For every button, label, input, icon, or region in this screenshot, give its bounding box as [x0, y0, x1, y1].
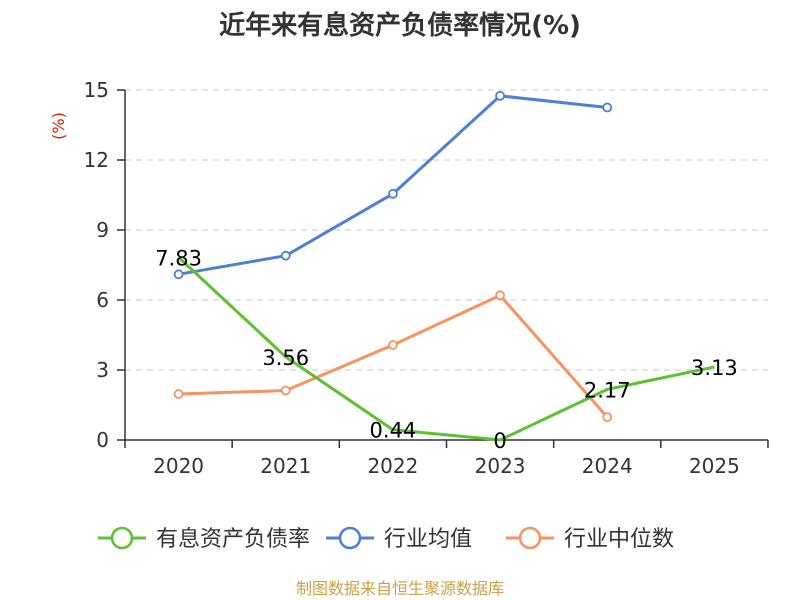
series-line: [177, 256, 715, 442]
chart-title: 近年来有息资产负债率情况(%): [219, 10, 581, 41]
legend-marker: [518, 526, 542, 550]
legend-item[interactable]: 有息资产负债率: [98, 526, 310, 552]
legend-label: 行业均值: [384, 527, 472, 552]
data-label: 7.83: [155, 246, 202, 270]
series: [173, 90, 715, 442]
grid: [125, 89, 768, 371]
data-label: 2.17: [584, 378, 631, 402]
legend-label: 有息资产负债率: [156, 527, 310, 552]
legend-marker: [110, 526, 134, 550]
data-label: 3.56: [262, 346, 309, 370]
data-labels: 7.83 3.56 0.44 0 2.17 3.13: [155, 246, 738, 453]
data-point: [173, 389, 184, 399]
legend-marker: [338, 526, 362, 550]
data-point: [495, 90, 505, 101]
y-tick-label: 0: [96, 428, 109, 452]
data-point: [388, 340, 398, 350]
data-point: [495, 290, 505, 301]
data-point: [602, 102, 613, 113]
legend-label: 行业中位数: [564, 527, 674, 552]
x-tick-label: 2023: [475, 454, 526, 478]
y-tick-label: 6: [96, 288, 109, 312]
series-line: [178, 94, 608, 276]
x-tick-label: 2021: [260, 454, 311, 478]
data-point: [280, 385, 291, 396]
data-point: [280, 250, 291, 261]
data-label: 0.44: [370, 419, 417, 443]
data-point: [173, 269, 184, 280]
x-tick-label: 2024: [582, 454, 633, 478]
legend-item[interactable]: 行业均值: [326, 526, 472, 552]
data-point: [388, 188, 398, 199]
x-tick-label: 2025: [689, 454, 740, 478]
data-label: 3.13: [691, 356, 738, 380]
legend: 有息资产负债率 行业均值 行业中位数: [98, 526, 674, 552]
y-tick-label: 3: [96, 358, 109, 382]
y-tick-label: 15: [84, 78, 109, 102]
data-point: [602, 412, 613, 423]
data-label: 0: [493, 429, 506, 453]
y-tick-label: 9: [96, 218, 109, 242]
x-tick-label: 2020: [153, 454, 204, 478]
series-line: [178, 293, 609, 419]
y-tick-label: 12: [84, 148, 109, 172]
source-note: 制图数据来自恒生聚源数据库: [296, 579, 504, 598]
legend-item[interactable]: 行业中位数: [506, 526, 674, 552]
axes: 0 3 6 9 12 15 2020 2021 2022 2023 2024 2025: [84, 78, 769, 478]
x-tick-label: 2022: [367, 454, 418, 478]
y-axis-unit: (%): [49, 112, 68, 140]
